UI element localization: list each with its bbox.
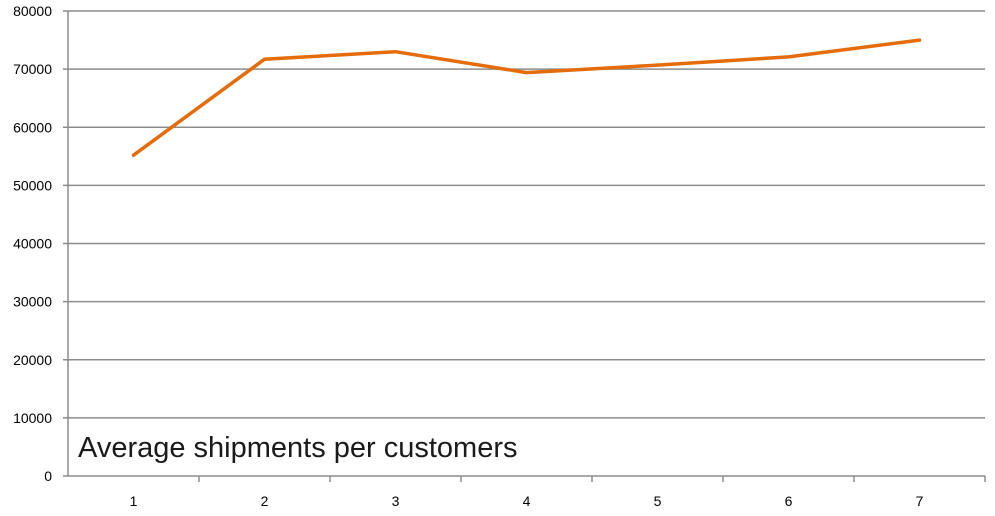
y-tick-label: 40000 bbox=[13, 236, 52, 252]
x-ticks bbox=[198, 476, 986, 482]
y-tick-label: 10000 bbox=[13, 410, 52, 426]
series bbox=[131, 38, 922, 157]
x-tick-label: 4 bbox=[523, 493, 531, 509]
x-tick-label: 3 bbox=[392, 493, 400, 509]
y-tick-label: 0 bbox=[44, 468, 52, 484]
x-tick-label: 2 bbox=[261, 493, 269, 509]
y-tick-label: 60000 bbox=[13, 119, 52, 135]
x-tick-label: 7 bbox=[916, 493, 924, 509]
y-tick-label: 20000 bbox=[13, 352, 52, 368]
x-tick-label: 5 bbox=[654, 493, 662, 509]
axes bbox=[63, 10, 985, 477]
y-tick-label: 80000 bbox=[13, 3, 52, 19]
y-tick-label: 50000 bbox=[13, 177, 52, 193]
x-tick-label: 6 bbox=[785, 493, 793, 509]
gridlines bbox=[68, 10, 985, 419]
chart-title: Average shipments per customers bbox=[78, 432, 518, 464]
y-tick-label: 30000 bbox=[13, 294, 52, 310]
y-tick-label: 70000 bbox=[13, 61, 52, 77]
x-tick-label: 1 bbox=[130, 493, 138, 509]
x-tick-labels: 1 2 3 4 5 6 7 bbox=[130, 493, 924, 509]
series-line bbox=[131, 38, 922, 157]
y-tick-labels: 0 10000 20000 30000 40000 50000 60000 70000 8000… bbox=[13, 3, 52, 484]
